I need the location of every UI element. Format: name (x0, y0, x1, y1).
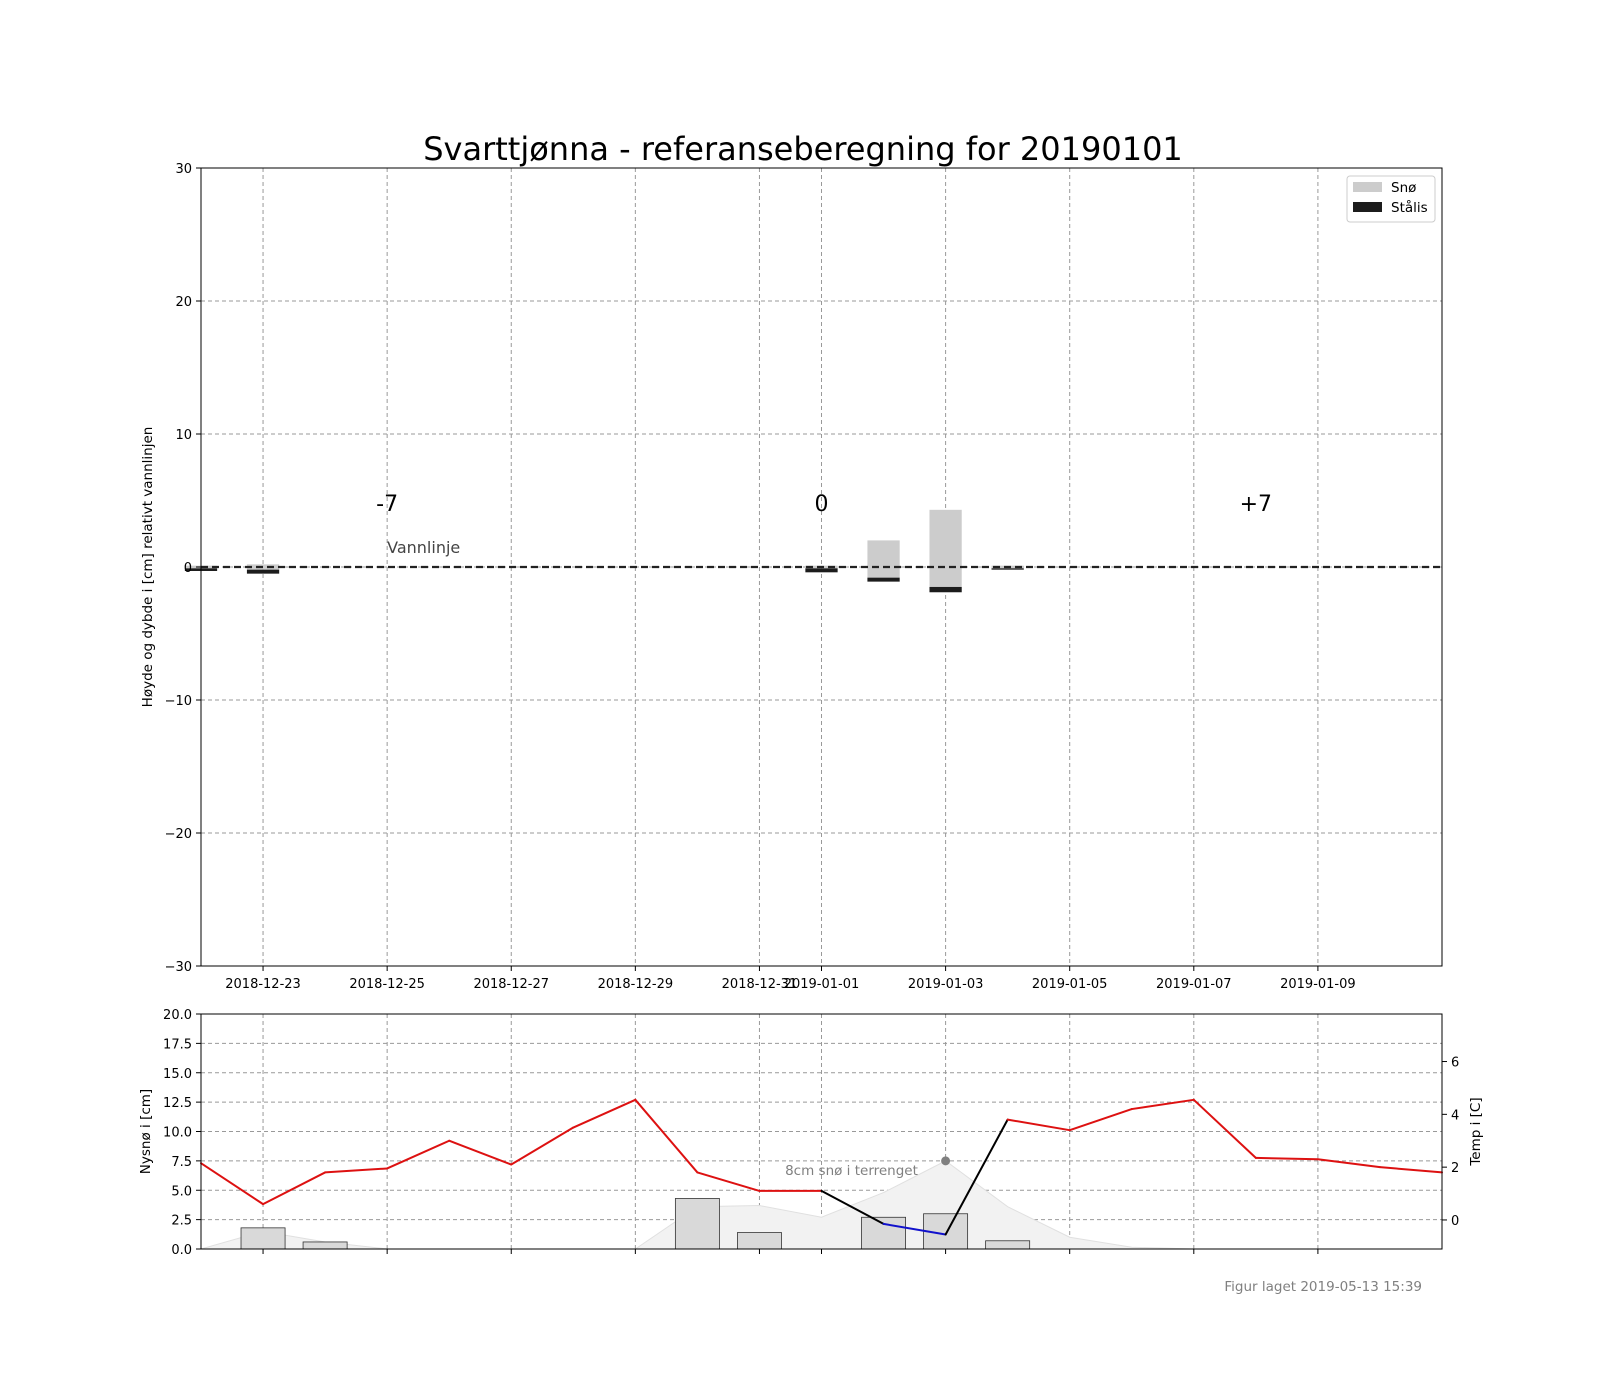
temperature-segment (262, 1171, 327, 1206)
y-tick-label: −10 (165, 694, 192, 709)
new-snow-bar (674, 1198, 720, 1250)
temperature-segment (944, 1118, 1009, 1236)
temperature-segment (1130, 1098, 1195, 1111)
temperature-segment (1254, 1156, 1319, 1161)
y2-axis-label: Temp i [C] (1468, 1097, 1484, 1166)
temperature-segment (200, 1162, 265, 1206)
y-tick-label: 10 (175, 428, 192, 443)
day-marker: 0 (815, 492, 829, 517)
y-tick-label: 12.5 (163, 1096, 192, 1111)
terrain-snow-point (941, 1156, 951, 1166)
day-marker: +7 (1240, 492, 1272, 517)
legend-label: Snø (1391, 180, 1416, 196)
temperature-segment (696, 1171, 761, 1192)
bottom-chart: 8cm snø i terrenget 0.0 2.5 5.0 7.5 10.0 12.5 1… (138, 1008, 1484, 1258)
y-tick-label: 17.5 (163, 1037, 192, 1052)
legend-swatch (1353, 182, 1382, 192)
top-chart: Vannlinje -7 0 +7 −30 −20 −10 0 10 20 30 2018-12-23… (140, 162, 1443, 992)
y-tick-label: 30 (175, 162, 192, 177)
temperature-segment (1316, 1158, 1381, 1169)
x-tick-label: 2018-12-29 (598, 977, 674, 992)
bar-steel-ice (991, 568, 1024, 570)
y-tick-label: 7.5 (171, 1155, 192, 1170)
x-tick-label: 2018-12-23 (225, 977, 301, 992)
y-tick-label: 20 (175, 295, 192, 310)
new-snow-bar (302, 1241, 348, 1250)
temperature-segment (448, 1139, 513, 1166)
temperature-segment (820, 1189, 885, 1225)
x-tick-label: 2019-01-01 (784, 977, 860, 992)
y-axis-label: Høyde og dybde i [cm] relativt vannlinje… (140, 427, 156, 708)
new-snow-bar (861, 1216, 906, 1250)
new-snow-bar (985, 1240, 1031, 1250)
chart-title: Svarttjønna - referanseberegning for 201… (423, 130, 1183, 168)
legend: Snø Stålis (1346, 175, 1436, 223)
bar-steel-ice (867, 577, 900, 582)
y-tick-label: 5.0 (171, 1184, 192, 1199)
x-tick-label: 2019-01-09 (1280, 977, 1356, 992)
bar-snow (867, 540, 900, 578)
bar-snow (246, 564, 280, 570)
y2-tick-label: 2 (1451, 1161, 1459, 1176)
day-marker: -7 (376, 492, 398, 517)
x-tick-label: 2018-12-31 (722, 977, 798, 992)
legend-label: Stålis (1391, 199, 1428, 216)
bar-steel-ice (246, 569, 280, 574)
temperature-segment (1192, 1098, 1257, 1159)
y-tick-label: −30 (165, 960, 192, 975)
y-tick-label: 10.0 (163, 1126, 192, 1141)
y-tick-label: 20.0 (163, 1008, 192, 1023)
temperature-segment (572, 1098, 637, 1129)
bar-steel-ice (929, 586, 962, 593)
temperature-segment (882, 1222, 947, 1236)
waterline-label: Vannlinje (387, 538, 460, 557)
legend-swatch (1353, 202, 1382, 212)
temperature-segment (1006, 1118, 1071, 1132)
new-snow-bar (240, 1227, 286, 1250)
figure-timestamp: Figur laget 2019-05-13 15:39 (1224, 1279, 1422, 1295)
y-tick-label: 0.0 (171, 1243, 192, 1258)
temperature-segment (386, 1139, 451, 1170)
x-tick-label: 2019-01-03 (908, 977, 984, 992)
x-tick-label: 2019-01-07 (1156, 977, 1232, 992)
x-tick-label: 2019-01-05 (1032, 977, 1108, 992)
y2-tick-label: 4 (1451, 1108, 1459, 1123)
bar-steel-ice (805, 568, 838, 573)
terrain-snow-annotation: 8cm snø i terrenget (785, 1163, 918, 1179)
y-tick-label: 0 (184, 561, 192, 576)
temperature-segment (510, 1126, 575, 1166)
new-snow-bar (737, 1232, 782, 1250)
x-tick-label: 2018-12-25 (349, 977, 425, 992)
y-tick-label: 2.5 (171, 1214, 192, 1229)
temperature-segment (1068, 1108, 1133, 1132)
x-tick-label: 2018-12-27 (473, 977, 549, 992)
y2-tick-label: 6 (1451, 1056, 1459, 1071)
temperature-segment (634, 1098, 699, 1174)
temperature-segment (1378, 1166, 1443, 1174)
y-tick-label: 15.0 (163, 1067, 192, 1082)
y2-tick-label: 0 (1451, 1214, 1459, 1229)
bar-snow (929, 509, 962, 587)
y-axis-label: Nysnø i [cm] (138, 1089, 154, 1174)
temperature-segment (324, 1167, 389, 1174)
y-tick-label: −20 (165, 827, 192, 842)
